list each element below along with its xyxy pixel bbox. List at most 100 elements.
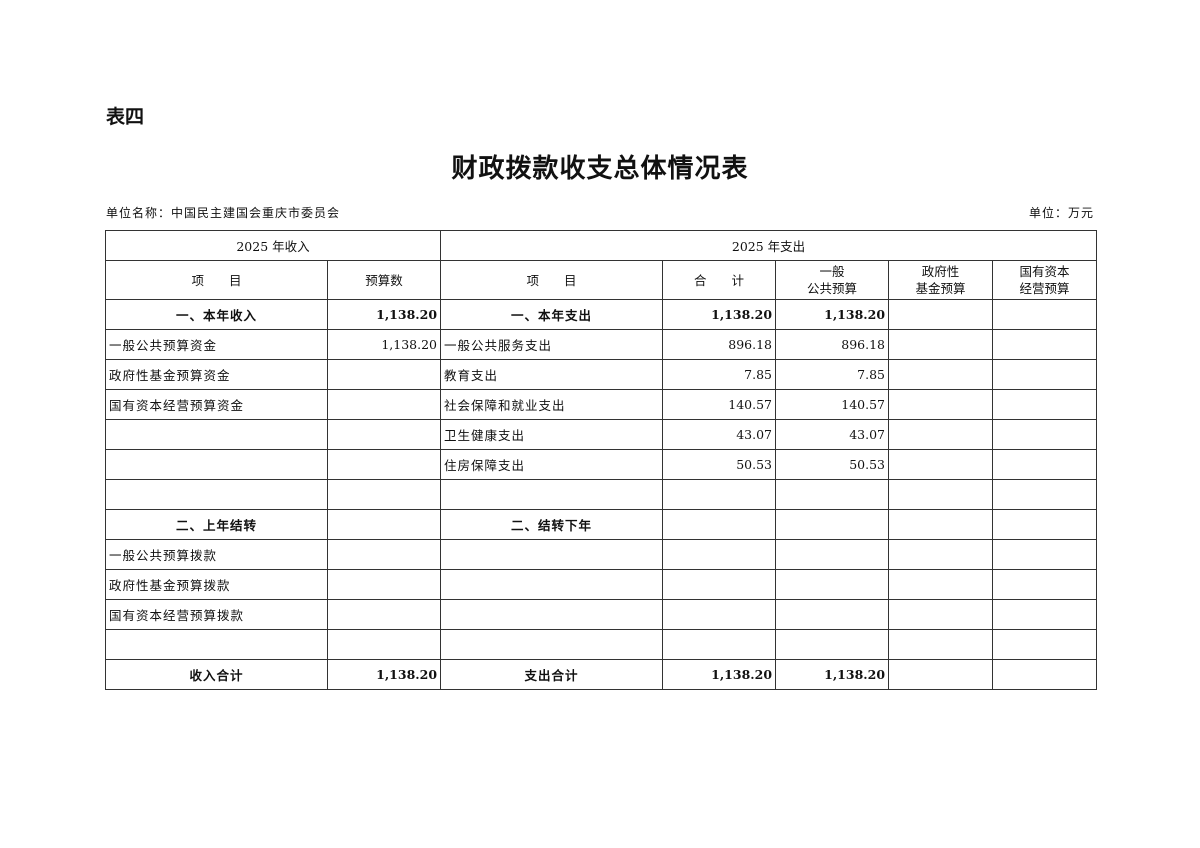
expense-total-cell: 140.57 <box>662 389 777 420</box>
government-fund-budget-cell <box>888 329 994 360</box>
table-row: 卫生健康支出 43.07 43.07 <box>105 419 1098 450</box>
state-capital-budget-cell <box>992 539 1098 570</box>
page-title: 财政拨款收支总体情况表 <box>451 154 749 184</box>
government-fund-budget-cell <box>888 569 994 600</box>
expense-item-cell: 支出合计 <box>440 659 664 690</box>
table-row: 一般公共预算资金 1,138.20 一般公共服务支出 896.18 896.18 <box>105 329 1098 360</box>
table-row: 国有资本经营预算拨款 <box>105 599 1098 630</box>
state-capital-budget-cell <box>992 389 1098 420</box>
income-item-cell: 一、本年收入 <box>105 299 328 330</box>
income-item-cell <box>105 419 328 450</box>
table-row: 住房保障支出 50.53 50.53 <box>105 449 1098 480</box>
expense-item-cell: 一般公共服务支出 <box>440 329 664 360</box>
table-row <box>105 629 1098 660</box>
income-item-cell: 国有资本经营预算拨款 <box>105 599 328 630</box>
expense-item-cell: 卫生健康支出 <box>440 419 664 450</box>
income-amount-cell <box>326 479 442 510</box>
table-row: 收入合计 1,138.20 支出合计 1,138.20 1,138.20 <box>105 659 1098 690</box>
income-amount-cell <box>326 569 442 600</box>
state-capital-budget-cell <box>992 449 1098 480</box>
expense-total-cell: 50.53 <box>662 449 777 480</box>
state-capital-budget-cell <box>992 659 1098 690</box>
general-public-budget-header: 一般 公共预算 <box>775 260 890 300</box>
state-capital-budget-cell <box>992 329 1098 360</box>
government-fund-budget-cell <box>888 389 994 420</box>
general-public-budget-cell <box>775 539 890 570</box>
income-item-cell: 一般公共预算资金 <box>105 329 328 360</box>
expense-total-cell <box>662 569 777 600</box>
expense-item-cell <box>440 599 664 630</box>
income-item-cell: 收入合计 <box>105 659 328 690</box>
state-capital-budget-cell <box>992 599 1098 630</box>
table-row: 一、本年收入 1,138.20 一、本年支出 1,138.20 1,138.20 <box>105 299 1098 330</box>
income-amount-cell <box>326 359 442 390</box>
income-section-header: 2025 年收入 <box>104 230 442 261</box>
income-item-cell <box>105 449 328 480</box>
income-amount-cell <box>326 419 442 450</box>
income-amount-cell <box>326 389 442 420</box>
government-fund-budget-cell <box>888 419 994 450</box>
state-capital-budget-header: 国有资本 经营预算 <box>992 260 1098 300</box>
expense-total-cell: 1,138.20 <box>662 299 777 330</box>
state-capital-budget-cell <box>992 509 1098 540</box>
general-public-budget-cell <box>775 599 890 630</box>
government-fund-budget-cell <box>888 479 994 510</box>
currency-unit: 单位：万元 <box>1028 206 1094 220</box>
income-amount-cell <box>326 449 442 480</box>
table-number-label: 表四 <box>106 106 145 128</box>
government-fund-budget-cell <box>888 599 994 630</box>
general-public-budget-cell: 50.53 <box>775 449 890 480</box>
state-capital-budget-cell <box>992 479 1098 510</box>
income-amount-cell: 1,138.20 <box>326 659 442 690</box>
expense-item-cell: 教育支出 <box>440 359 664 390</box>
expense-item-cell <box>440 479 664 510</box>
table-row: 国有资本经营预算资金 社会保障和就业支出 140.57 140.57 <box>105 389 1098 420</box>
expense-item-cell: 住房保障支出 <box>440 449 664 480</box>
income-amount-cell: 1,138.20 <box>326 329 442 360</box>
expense-total-cell <box>662 599 777 630</box>
general-public-budget-cell <box>775 569 890 600</box>
government-fund-budget-cell <box>888 509 994 540</box>
income-item-cell <box>105 629 328 660</box>
general-public-budget-cell: 1,138.20 <box>775 659 890 690</box>
table-row: 一般公共预算拨款 <box>105 539 1098 570</box>
income-item-header: 项 目 <box>105 260 328 300</box>
expense-total-cell: 896.18 <box>662 329 777 360</box>
expense-section-header: 2025 年支出 <box>440 230 1098 261</box>
expense-item-cell: 二、结转下年 <box>440 509 664 540</box>
table-row: 政府性基金预算拨款 <box>105 569 1098 600</box>
general-public-budget-cell <box>775 509 890 540</box>
income-amount-cell <box>326 509 442 540</box>
expense-item-cell <box>440 569 664 600</box>
expense-item-cell: 一、本年支出 <box>440 299 664 330</box>
state-capital-budget-cell <box>992 299 1098 330</box>
general-public-budget-cell: 140.57 <box>775 389 890 420</box>
state-capital-budget-cell <box>992 569 1098 600</box>
expense-total-cell <box>662 479 777 510</box>
table-row <box>105 479 1098 510</box>
government-fund-budget-cell <box>888 659 994 690</box>
expense-total-cell <box>662 509 777 540</box>
section-header-row: 2025 年收入 2025 年支出 <box>104 230 1098 261</box>
expense-total-cell <box>662 539 777 570</box>
expense-total-cell: 7.85 <box>662 359 777 390</box>
expense-total-header: 合 计 <box>662 260 777 300</box>
government-fund-budget-cell <box>888 299 994 330</box>
general-public-budget-cell <box>775 479 890 510</box>
expense-item-cell <box>440 629 664 660</box>
budget-table: 2025 年收入 2025 年支出 项 目预算数项 目合 计一般 公共预算 政府性… <box>104 230 1098 690</box>
income-item-cell: 二、上年结转 <box>105 509 328 540</box>
state-capital-budget-cell <box>992 629 1098 660</box>
expense-item-header: 项 目 <box>440 260 664 300</box>
income-amount-cell <box>326 539 442 570</box>
state-capital-budget-cell <box>992 359 1098 390</box>
income-amount-cell: 1,138.20 <box>326 299 442 330</box>
table-row: 政府性基金预算资金 教育支出 7.85 7.85 <box>105 359 1098 390</box>
expense-total-cell: 43.07 <box>662 419 777 450</box>
expense-total-cell <box>662 629 777 660</box>
income-item-cell: 政府性基金预算拨款 <box>105 569 328 600</box>
income-item-cell <box>105 479 328 510</box>
government-fund-budget-header: 政府性 基金预算 <box>888 260 994 300</box>
government-fund-budget-cell <box>888 359 994 390</box>
expense-total-cell: 1,138.20 <box>662 659 777 690</box>
